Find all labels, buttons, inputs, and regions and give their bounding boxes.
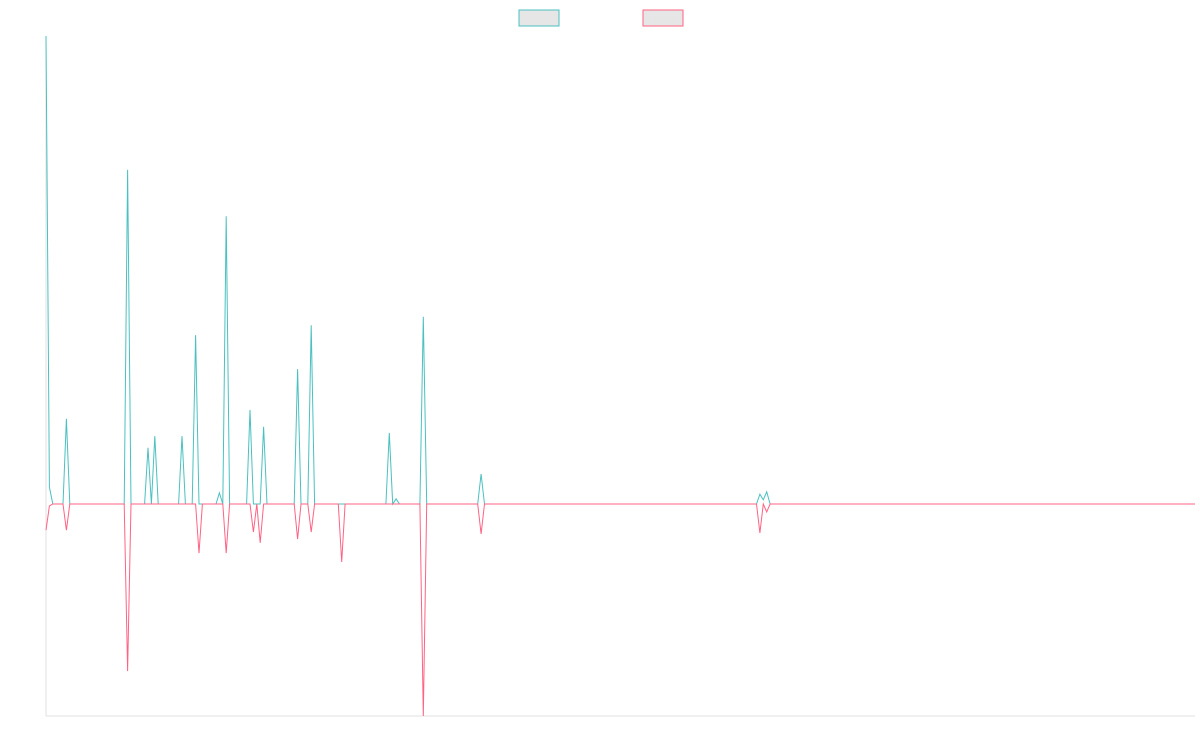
series-line	[45, 35, 1195, 506]
legend-swatch	[518, 9, 560, 27]
legend-swatch	[642, 9, 684, 27]
series-line	[45, 502, 1195, 717]
